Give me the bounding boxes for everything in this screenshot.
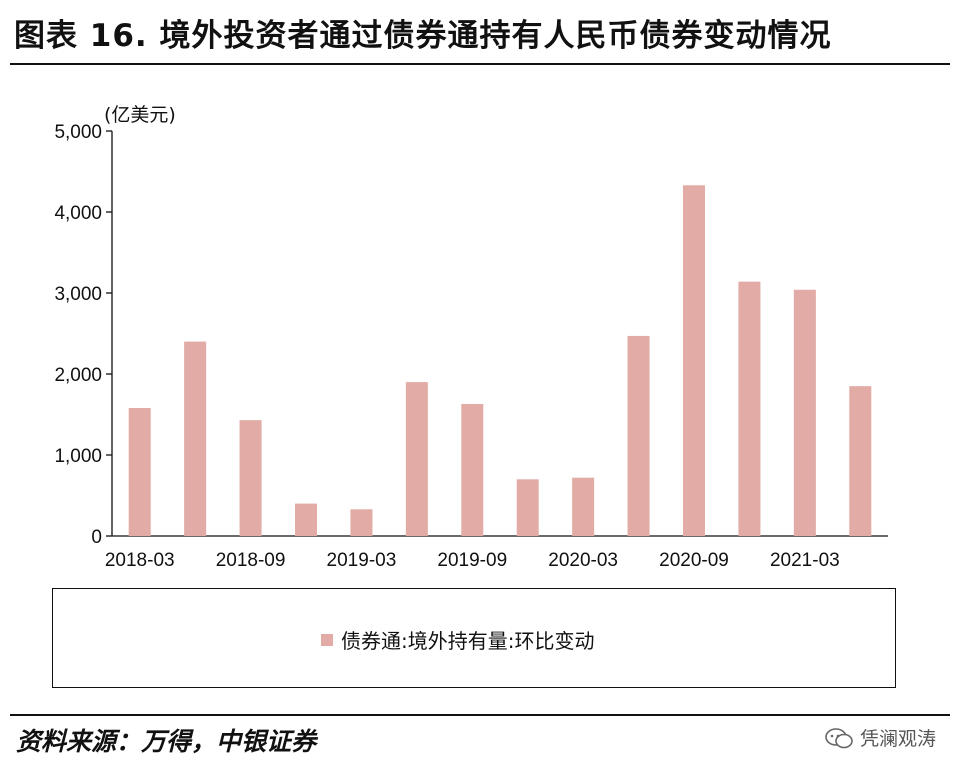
bar bbox=[793, 289, 816, 536]
bar-chart: 0 1,000 2,000 3,000 4,000 5,000 2018-03 2018-09… bbox=[54, 122, 888, 571]
legend-label: 债券通:境外持有量:环比变动 bbox=[341, 629, 595, 653]
chart-title: 图表 16. 境外投资者通过债券通持有人民币债券变动情况 bbox=[14, 18, 832, 54]
bar bbox=[516, 479, 539, 536]
bar bbox=[683, 185, 705, 536]
bar bbox=[239, 420, 262, 536]
y-tick-label: 0 bbox=[91, 527, 102, 548]
bar bbox=[128, 408, 151, 536]
bar bbox=[295, 503, 317, 536]
x-tick-label: 2019-03 bbox=[327, 550, 397, 571]
bar bbox=[461, 403, 484, 536]
y-tick-label: 5,000 bbox=[54, 122, 102, 143]
bar bbox=[572, 477, 595, 536]
y-tick-label: 1,000 bbox=[54, 446, 102, 467]
title-divider bbox=[10, 63, 950, 65]
source-divider bbox=[10, 714, 950, 716]
y-tick-label: 4,000 bbox=[54, 203, 102, 224]
bar bbox=[738, 281, 761, 536]
y-tick-label: 2,000 bbox=[54, 365, 102, 386]
legend: 债券通:境外持有量:环比变动 bbox=[52, 588, 896, 688]
watermark-text: 凭澜观涛 bbox=[859, 728, 936, 750]
y-axis-unit-label: (亿美元) bbox=[104, 104, 176, 126]
bar bbox=[627, 335, 650, 536]
x-tick-label: 2020-09 bbox=[659, 550, 729, 571]
x-tick-label: 2018-03 bbox=[105, 550, 175, 571]
watermark: 凭澜观涛 bbox=[824, 724, 936, 751]
x-tick-label: 2020-03 bbox=[548, 550, 618, 571]
bar bbox=[184, 341, 207, 536]
bar bbox=[849, 386, 872, 536]
legend-item: 债券通:境外持有量:环比变动 bbox=[321, 625, 594, 654]
x-tick-label: 2018-09 bbox=[216, 550, 286, 571]
y-tick-label: 3,000 bbox=[54, 284, 102, 305]
bar bbox=[405, 382, 428, 536]
bar bbox=[350, 509, 373, 536]
x-tick-label: 2021-03 bbox=[770, 550, 840, 571]
x-tick-label: 2019-09 bbox=[437, 550, 507, 571]
wechat-icon bbox=[825, 727, 853, 748]
legend-swatch bbox=[321, 633, 333, 646]
source-note: 资料来源：万得，中银证券 bbox=[16, 727, 317, 756]
